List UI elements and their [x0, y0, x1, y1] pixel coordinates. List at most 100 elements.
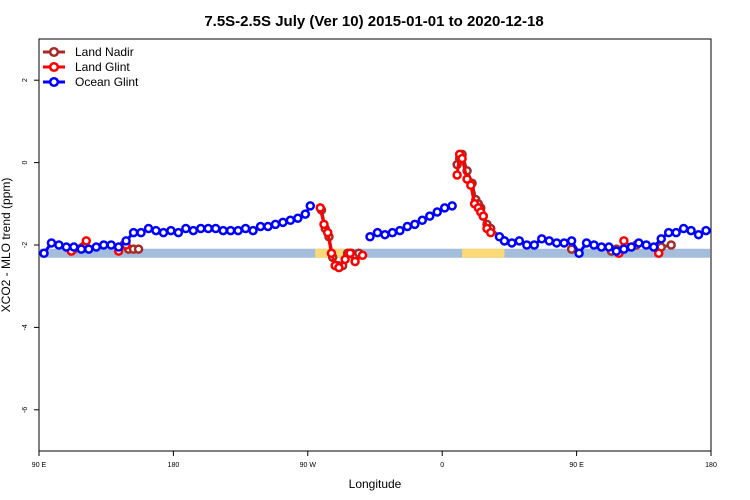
- legend-land-nadir-label: Land Nadir: [75, 45, 134, 59]
- ocean-glint-point: [285, 215, 296, 226]
- land-glint-point: [322, 227, 333, 238]
- ocean-glint-point: [203, 223, 213, 234]
- ocean-glint-point: [693, 229, 704, 240]
- ocean-glint-point: [514, 236, 525, 246]
- ocean-glint-point: [686, 225, 696, 236]
- land-glint-point: [315, 203, 325, 213]
- ocean-glint-point: [641, 240, 652, 250]
- ocean-glint-point: [69, 242, 79, 252]
- ocean-glint-point: [701, 225, 711, 236]
- legend-land-nadir-marker: [48, 46, 60, 58]
- land-glint-point: [452, 170, 462, 180]
- land-glint-point: [326, 248, 337, 258]
- ocean-glint-point: [158, 227, 169, 238]
- ocean-glint-point: [173, 227, 184, 238]
- x-axis: 90 E 180 90 W 0 90 E 180: [32, 451, 717, 469]
- ocean-glint-point: [387, 227, 398, 238]
- ocean-glint-point: [248, 225, 258, 236]
- ocean-glint-point: [76, 244, 87, 254]
- x-tick-label: 90 E: [32, 462, 47, 469]
- land-glint-point: [350, 256, 360, 267]
- ocean-glint-point: [98, 240, 109, 250]
- ocean-glint-point: [611, 246, 622, 256]
- y-tick-label: -4: [22, 324, 29, 330]
- land-glint-point: [478, 211, 489, 221]
- ocean-glint-point: [166, 225, 176, 236]
- ocean-glint-point: [410, 219, 420, 230]
- x-tick-label: 0: [440, 462, 444, 469]
- ocean-glint-point: [529, 240, 540, 250]
- x-tick-label: 180: [705, 462, 717, 469]
- series-layer: [39, 151, 711, 273]
- ocean-glint-point: [270, 219, 281, 230]
- y-tick-label: -2: [22, 242, 29, 248]
- land-glint-point: [345, 248, 355, 258]
- land-glint-point: [334, 262, 344, 273]
- x-axis-label: Longitude: [349, 477, 402, 491]
- ocean-glint-point: [61, 242, 72, 252]
- ocean-glint-point: [39, 248, 49, 258]
- ocean-glint-point: [566, 236, 577, 246]
- x-tick-label: 90 W: [300, 462, 317, 469]
- ocean-glint-point: [365, 232, 375, 242]
- land-glint-point: [340, 254, 350, 265]
- ocean-glint-point: [596, 242, 607, 252]
- ocean-glint-point: [46, 238, 57, 248]
- ocean-glint-point: [522, 240, 532, 250]
- y-tick-label: 0: [22, 161, 29, 165]
- ocean-glint-point: [293, 213, 303, 223]
- ocean-glint-point: [143, 223, 154, 234]
- ocean-glint-point: [113, 242, 124, 252]
- ocean-glint-point: [671, 227, 681, 238]
- ocean-glint-point: [537, 234, 547, 244]
- ocean-glint-point: [581, 238, 592, 248]
- ocean-glint-point: [210, 223, 221, 234]
- land-glint-point: [619, 236, 629, 246]
- legend-land-glint-label: Land Glint: [75, 60, 130, 74]
- ocean-glint-point: [402, 221, 413, 232]
- ocean-glint-point: [574, 248, 584, 258]
- ocean-glint-point: [136, 227, 146, 238]
- ocean-glint-point: [626, 242, 637, 252]
- ocean-glint-point: [218, 225, 228, 236]
- ocean-glint-point: [649, 242, 659, 252]
- ocean-glint-point: [447, 201, 457, 211]
- ocean-glint-point: [439, 203, 450, 213]
- land-glint-point: [485, 227, 496, 238]
- ocean-glint-point: [417, 215, 428, 226]
- ocean-glint-point: [255, 221, 266, 232]
- chart-title: 7.5S-2.5S July (Ver 10) 2015-01-01 to 20…: [204, 13, 543, 30]
- ocean-glint-point: [196, 223, 206, 234]
- y-tick-label: 2: [22, 78, 29, 82]
- land-glint-point: [653, 248, 664, 258]
- ocean-glint-point: [128, 227, 139, 238]
- ocean-glint-point: [181, 223, 191, 234]
- ocean-glint-point: [372, 227, 383, 238]
- y-axis: 2 0 -2 -4 -6: [22, 78, 39, 413]
- ocean-glint-point: [559, 238, 569, 248]
- x-tick-label: 90 E: [569, 462, 584, 469]
- ocean-glint-point: [106, 240, 116, 250]
- ocean-glint-point: [656, 234, 666, 244]
- ocean-glint-point: [54, 240, 64, 250]
- ocean-glint-point: [619, 244, 629, 254]
- ocean-glint-point: [507, 238, 517, 248]
- ocean-glint-point: [225, 225, 236, 236]
- land-glint-point: [357, 250, 368, 261]
- ocean-glint-point: [432, 207, 442, 217]
- ocean-glint-point: [499, 236, 510, 246]
- land-glint-point: [457, 153, 467, 164]
- ocean-glint-point: [188, 225, 199, 236]
- ocean-glint-point: [663, 227, 674, 238]
- ocean-glint-point: [544, 236, 554, 246]
- land-nadir-point: [133, 244, 144, 254]
- x-tick-label: 180: [168, 462, 180, 469]
- ocean-glint-point: [278, 217, 288, 228]
- y-tick-label: -6: [22, 407, 29, 413]
- ocean-glint-point: [151, 225, 161, 236]
- land-glint-point: [319, 219, 329, 230]
- ocean-glint-point: [425, 211, 435, 221]
- ocean-glint-point: [604, 242, 614, 252]
